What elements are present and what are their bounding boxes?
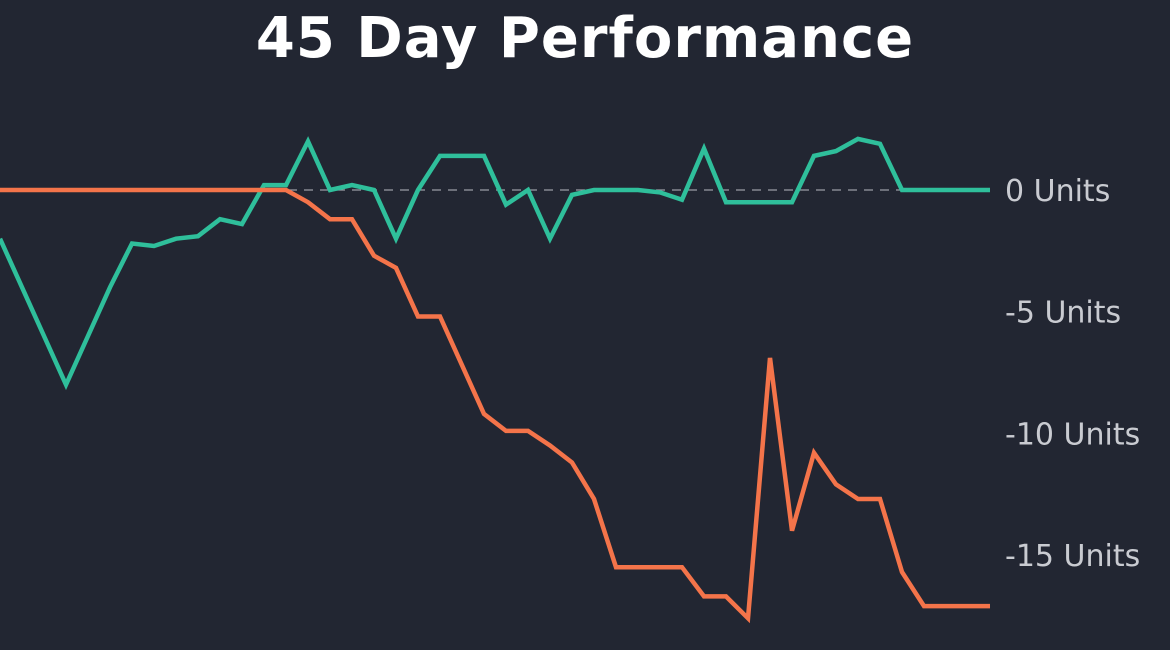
y-tick-label: -10 Units: [1005, 417, 1140, 452]
y-tick-label: 0 Units: [1005, 174, 1110, 209]
y-tick-label: -15 Units: [1005, 539, 1140, 574]
y-tick-label: -5 Units: [1005, 296, 1121, 331]
series-line-2: [0, 187, 990, 624]
series-line-1: [0, 136, 990, 391]
chart-title: 45 Day Performance: [255, 6, 915, 71]
